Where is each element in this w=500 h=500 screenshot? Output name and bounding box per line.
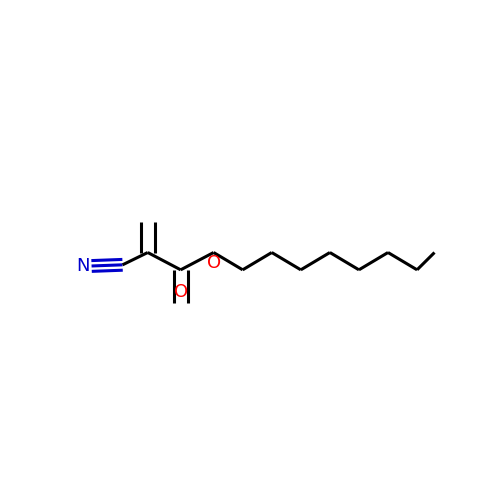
Text: O: O	[206, 254, 220, 272]
Text: O: O	[174, 282, 188, 300]
Text: N: N	[76, 257, 90, 275]
